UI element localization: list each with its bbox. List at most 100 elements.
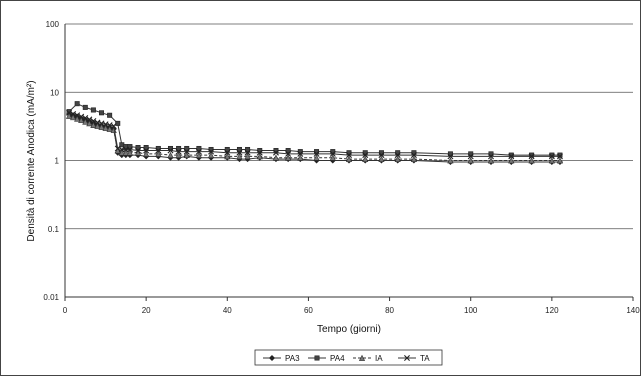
data-point — [528, 153, 535, 160]
data-point — [528, 157, 535, 164]
axes: 0.01 0.1 1 10 100 0 20 40 60 80 100 120 140 — [43, 20, 640, 315]
data-point — [447, 153, 454, 160]
data-point — [297, 150, 304, 157]
data-point — [236, 146, 242, 152]
data-point — [118, 149, 125, 156]
legend-marker — [314, 355, 320, 361]
legend: PA3 PA4 IA TA — [254, 349, 443, 366]
data-point — [90, 107, 96, 113]
data-point — [167, 151, 174, 158]
legend-marker — [268, 354, 276, 362]
data-point — [394, 155, 401, 162]
legend-label: IA — [375, 354, 383, 363]
data-point — [244, 153, 251, 160]
legend-label: PA3 — [285, 354, 300, 363]
data-point — [285, 148, 291, 154]
data-point — [236, 149, 243, 156]
data-point — [362, 152, 369, 159]
data-point — [90, 117, 97, 124]
x-tick-label: 0 — [63, 306, 68, 315]
data-point — [244, 149, 251, 156]
data-point — [65, 112, 73, 119]
data-point — [183, 151, 190, 158]
data-point — [256, 153, 263, 160]
data-point — [99, 110, 105, 116]
legend-item: IA — [353, 354, 383, 363]
data-point — [78, 113, 85, 120]
x-tick-label: 140 — [626, 306, 640, 315]
data-point — [297, 154, 304, 161]
data-point — [122, 149, 129, 156]
data-point — [175, 148, 182, 155]
data-point — [467, 153, 474, 160]
y-tick-label: 1 — [55, 157, 60, 166]
data-point — [329, 154, 336, 161]
data-point — [508, 157, 515, 164]
legend-box — [254, 349, 443, 366]
data-point — [285, 150, 292, 157]
data-point — [394, 152, 401, 159]
data-point — [346, 152, 352, 159]
data-point — [183, 148, 190, 155]
data-point — [410, 152, 417, 159]
data-point — [208, 148, 215, 155]
data-point — [167, 147, 174, 154]
legend-item: PA3 — [263, 354, 300, 363]
data-point — [86, 116, 93, 123]
data-point — [272, 149, 279, 156]
data-point — [256, 149, 263, 156]
data-point — [155, 147, 162, 154]
data-point — [94, 122, 101, 129]
x-tick-label: 100 — [464, 306, 478, 315]
data-point — [155, 150, 162, 157]
x-tick-label: 20 — [142, 306, 151, 315]
legend-marker — [404, 355, 410, 361]
data-point — [143, 147, 150, 154]
data-point — [70, 111, 77, 117]
data-point — [224, 149, 231, 156]
data-point — [126, 149, 133, 156]
series-group — [65, 101, 564, 166]
data-point — [272, 154, 280, 161]
data-point — [66, 109, 73, 116]
data-point — [245, 146, 251, 152]
data-point — [345, 155, 353, 162]
data-point — [313, 154, 320, 161]
data-point — [176, 145, 182, 151]
data-point — [90, 121, 97, 129]
data-point — [207, 151, 215, 158]
y-tick-label: 10 — [50, 88, 59, 97]
data-point — [134, 149, 142, 156]
data-point — [488, 153, 494, 160]
data-point — [548, 157, 555, 164]
x-tick-label: 40 — [223, 306, 232, 315]
y-tick-label: 0.1 — [48, 225, 60, 234]
data-point — [467, 157, 474, 164]
data-point — [102, 124, 109, 131]
x-tick-label: 120 — [545, 306, 559, 315]
data-point — [556, 157, 564, 164]
data-point — [224, 153, 231, 160]
data-point — [195, 151, 202, 158]
data-point — [195, 148, 202, 155]
data-point — [285, 154, 292, 161]
data-point — [378, 152, 385, 159]
legend-label: PA4 — [330, 354, 345, 363]
data-point — [175, 151, 182, 158]
x-axis-label: Tempo (giorni) — [317, 324, 381, 335]
x-tick-label: 80 — [385, 306, 394, 315]
data-point — [110, 123, 117, 130]
data-point — [74, 112, 81, 119]
data-point — [329, 150, 336, 157]
data-point — [556, 153, 563, 160]
data-point — [224, 146, 230, 152]
y-tick-label: 100 — [46, 20, 60, 29]
y-axis-label: Densità di corrente Anodica (mA/m²) — [26, 80, 37, 241]
series-ta — [66, 109, 563, 160]
data-point — [196, 145, 202, 151]
data-point — [410, 155, 417, 162]
data-point — [82, 104, 88, 110]
data-point — [487, 157, 495, 164]
